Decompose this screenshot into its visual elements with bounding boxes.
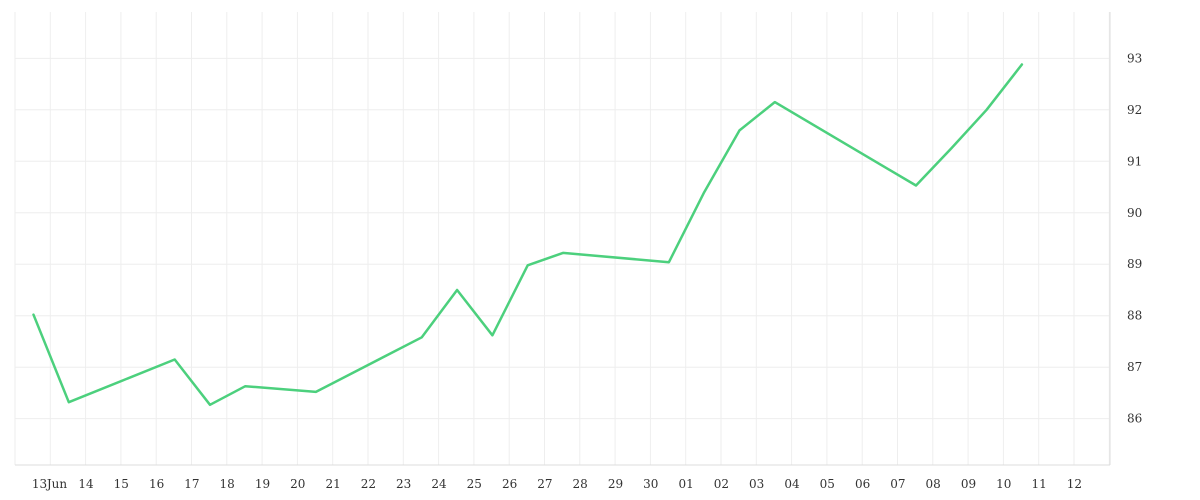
x-tick-label: 24 bbox=[431, 477, 447, 491]
x-tick-label: 06 bbox=[855, 477, 870, 491]
x-tick-label: 07 bbox=[890, 477, 905, 491]
y-tick-label: 90 bbox=[1127, 206, 1142, 220]
x-tick-label: 18 bbox=[220, 477, 235, 491]
x-tick-label: 15 bbox=[114, 477, 129, 491]
x-tick-label: 23 bbox=[396, 477, 411, 491]
x-tick-label: 02 bbox=[714, 477, 729, 491]
y-tick-label: 89 bbox=[1127, 257, 1142, 271]
x-tick-label: 21 bbox=[325, 477, 340, 491]
x-tick-label: 22 bbox=[361, 477, 376, 491]
series-line bbox=[32, 63, 1024, 407]
y-tick-label: 87 bbox=[1127, 360, 1142, 374]
x-tick-label: 03 bbox=[749, 477, 764, 491]
x-tick-label: 25 bbox=[467, 477, 482, 491]
x-tick-label: 30 bbox=[643, 477, 658, 491]
x-tick-label: 19 bbox=[255, 477, 270, 491]
y-tick-label: 93 bbox=[1127, 51, 1142, 65]
x-tick-label: 09 bbox=[961, 477, 976, 491]
x-tick-label: 04 bbox=[784, 477, 800, 491]
x-tick-label: 01 bbox=[678, 477, 693, 491]
x-tick-label: 17 bbox=[184, 477, 199, 491]
axes: 86 87 88 89 90 91 92 93 13 Jun 14 15 16 17 18 19 20 21 22 2… bbox=[15, 12, 1142, 491]
x-tick-label: 20 bbox=[290, 477, 305, 491]
series-layer bbox=[32, 63, 1024, 407]
x-tick-label: 05 bbox=[820, 477, 835, 491]
y-tick-label: 91 bbox=[1127, 154, 1142, 168]
x-tick-label: 12 bbox=[1067, 477, 1082, 491]
y-tick-label: 92 bbox=[1127, 103, 1142, 117]
x-tick-label: 27 bbox=[537, 477, 552, 491]
x-tick-label: 10 bbox=[996, 477, 1011, 491]
grid bbox=[14, 12, 1110, 465]
x-tick-label: 08 bbox=[926, 477, 941, 491]
x-tick-label: 14 bbox=[78, 477, 94, 491]
x-tick-label: 29 bbox=[608, 477, 623, 491]
x-tick-label: 11 bbox=[1031, 477, 1046, 491]
y-tick-label: 88 bbox=[1127, 309, 1142, 323]
y-tick-label: 86 bbox=[1127, 412, 1142, 426]
x-tick-label: 13 bbox=[32, 477, 47, 491]
x-tick-label: 16 bbox=[149, 477, 164, 491]
x-tick-label: Jun bbox=[45, 477, 68, 491]
x-tick-label: 26 bbox=[502, 477, 517, 491]
x-tick-label: 28 bbox=[573, 477, 588, 491]
